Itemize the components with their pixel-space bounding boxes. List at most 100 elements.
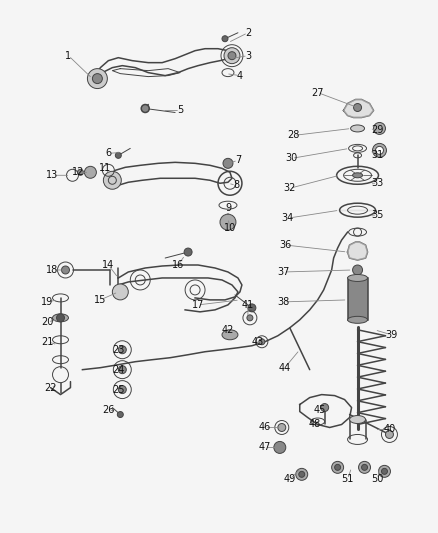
Text: 18: 18 [46, 265, 59, 275]
Text: 37: 37 [278, 267, 290, 277]
Text: 36: 36 [279, 240, 292, 250]
Text: 41: 41 [242, 300, 254, 310]
Ellipse shape [348, 317, 367, 324]
Text: 40: 40 [383, 424, 396, 434]
Circle shape [184, 248, 192, 256]
Circle shape [228, 52, 236, 60]
Circle shape [118, 385, 126, 393]
Text: 4: 4 [237, 70, 243, 80]
Text: 8: 8 [233, 180, 239, 190]
Circle shape [378, 465, 390, 478]
Text: 7: 7 [235, 155, 241, 165]
Circle shape [57, 314, 64, 322]
Text: 44: 44 [279, 362, 291, 373]
Text: 21: 21 [41, 337, 54, 347]
Circle shape [353, 265, 363, 275]
Text: 15: 15 [94, 295, 106, 305]
Circle shape [359, 462, 371, 473]
Text: 47: 47 [259, 442, 271, 453]
Circle shape [296, 469, 308, 480]
Circle shape [361, 464, 367, 470]
Circle shape [85, 166, 96, 178]
Circle shape [224, 47, 240, 63]
Circle shape [61, 266, 70, 274]
Text: 17: 17 [192, 300, 204, 310]
Text: 32: 32 [283, 183, 296, 193]
Ellipse shape [350, 416, 366, 424]
Text: 25: 25 [112, 385, 124, 394]
Circle shape [141, 104, 149, 112]
Circle shape [381, 469, 388, 474]
Text: 13: 13 [46, 170, 59, 180]
Circle shape [78, 169, 83, 175]
Text: 9: 9 [225, 203, 231, 213]
Ellipse shape [350, 125, 364, 132]
Text: 24: 24 [112, 365, 124, 375]
Circle shape [332, 462, 343, 473]
Circle shape [372, 143, 386, 157]
Text: 1: 1 [65, 51, 71, 61]
Circle shape [247, 315, 253, 321]
Text: 51: 51 [341, 474, 354, 484]
Text: 28: 28 [288, 131, 300, 140]
Text: 23: 23 [112, 345, 124, 355]
Circle shape [353, 103, 361, 111]
Circle shape [321, 403, 328, 411]
Text: 10: 10 [224, 223, 236, 233]
Ellipse shape [222, 330, 238, 340]
Polygon shape [343, 100, 374, 117]
Circle shape [222, 36, 228, 42]
Text: 35: 35 [371, 210, 384, 220]
Text: 31: 31 [371, 150, 384, 160]
Ellipse shape [53, 314, 68, 322]
Circle shape [117, 411, 124, 417]
Text: 20: 20 [41, 317, 54, 327]
Circle shape [220, 214, 236, 230]
Circle shape [335, 464, 341, 470]
Text: 43: 43 [252, 337, 264, 347]
Ellipse shape [353, 173, 363, 178]
Text: 33: 33 [371, 178, 384, 188]
Circle shape [385, 431, 393, 439]
Circle shape [248, 304, 256, 312]
Text: 42: 42 [222, 325, 234, 335]
Text: 30: 30 [286, 154, 298, 163]
Circle shape [375, 147, 384, 155]
Circle shape [88, 69, 107, 88]
Circle shape [92, 74, 102, 84]
Circle shape [299, 471, 305, 478]
Circle shape [374, 123, 385, 134]
Circle shape [112, 284, 128, 300]
Circle shape [115, 152, 121, 158]
Text: 50: 50 [371, 474, 384, 484]
Text: 46: 46 [259, 423, 271, 432]
Text: 6: 6 [105, 148, 111, 158]
Polygon shape [348, 242, 367, 260]
Text: 39: 39 [385, 330, 398, 340]
Circle shape [103, 171, 121, 189]
Text: 2: 2 [245, 28, 251, 38]
Text: 27: 27 [311, 87, 324, 98]
Text: 22: 22 [44, 383, 57, 393]
Text: 34: 34 [282, 213, 294, 223]
Text: 48: 48 [308, 419, 321, 430]
Text: 29: 29 [371, 125, 384, 135]
Text: 5: 5 [177, 106, 183, 116]
Circle shape [259, 339, 265, 345]
Text: 38: 38 [278, 297, 290, 307]
Text: 12: 12 [72, 167, 85, 177]
Text: 11: 11 [99, 163, 112, 173]
Bar [348, 278, 367, 320]
Text: 26: 26 [102, 405, 115, 415]
Circle shape [274, 441, 286, 454]
Text: 16: 16 [172, 260, 184, 270]
Circle shape [118, 366, 126, 374]
Text: 3: 3 [245, 51, 251, 61]
Text: 49: 49 [284, 474, 296, 484]
Ellipse shape [348, 274, 367, 281]
Text: 14: 14 [102, 260, 114, 270]
Text: 45: 45 [314, 405, 326, 415]
Text: 19: 19 [42, 297, 54, 307]
Circle shape [223, 158, 233, 168]
Circle shape [118, 346, 126, 354]
